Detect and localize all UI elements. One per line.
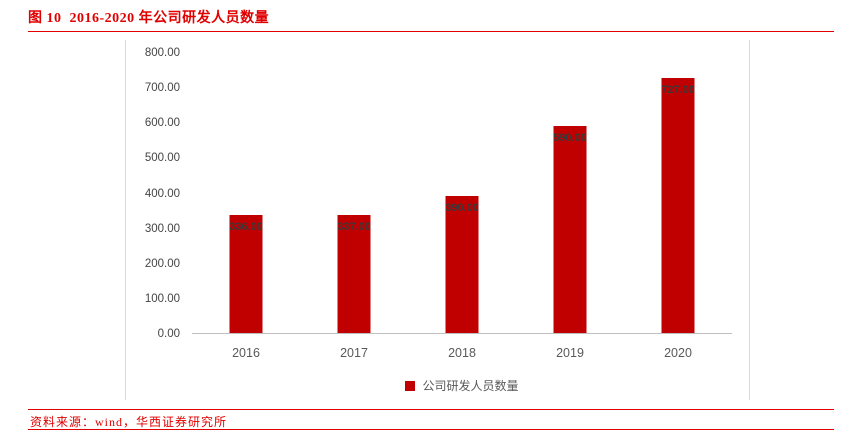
bar-chart: 800.00 700.00 600.00 500.00 400.00 300.00 200.… (125, 40, 750, 400)
footer-divider-line-bottom (28, 429, 834, 430)
y-tick-label: 300.00 (144, 222, 180, 235)
y-tick-label: 600.00 (144, 117, 180, 130)
x-tick-label: 2017 (340, 346, 368, 360)
bar-2017: 337.00 (337, 214, 371, 333)
y-tick-label: 0.00 (157, 328, 180, 340)
plot-area: 336.00 337.00 390.00 590.00 727.00 (192, 53, 732, 334)
x-tick-label: 2016 (232, 346, 260, 360)
bar-2019: 590.00 (553, 125, 587, 333)
data-source-note: 资料来源：wind，华西证券研究所 (30, 415, 228, 429)
y-tick-label: 800.00 (144, 47, 180, 59)
bar-2020: 727.00 (661, 77, 695, 333)
y-tick-label: 700.00 (144, 82, 180, 95)
footer-divider-line-top (28, 409, 834, 410)
bar-value-label: 727.00 (661, 83, 695, 96)
legend-label: 公司研发人员数量 (422, 379, 519, 393)
y-tick-label: 200.00 (144, 257, 180, 270)
y-tick-label: 500.00 (144, 152, 180, 165)
figure-caption: 图 10 2016-2020 年公司研发人员数量 (28, 11, 270, 26)
x-tick-label: 2020 (664, 346, 692, 360)
bar-2016: 336.00 (229, 214, 263, 333)
y-tick-label: 100.00 (144, 292, 180, 305)
chart-legend: 公司研发人员数量 (192, 377, 732, 394)
y-tick-label: 400.00 (144, 187, 180, 200)
title-divider-line (28, 31, 834, 32)
bar-value-label: 390.00 (445, 202, 479, 215)
bar-value-label: 337.00 (337, 220, 371, 233)
x-tick-label: 2018 (448, 346, 476, 360)
x-tick-label: 2019 (556, 346, 584, 360)
bar-value-label: 590.00 (553, 131, 587, 144)
y-axis: 800.00 700.00 600.00 500.00 400.00 300.00 200.… (126, 47, 184, 340)
x-axis: 2016 2017 2018 2019 2020 (192, 334, 732, 364)
legend-color-swatch (405, 380, 416, 391)
bar-value-label: 336.00 (229, 220, 263, 233)
bar-2018: 390.00 (445, 196, 479, 333)
